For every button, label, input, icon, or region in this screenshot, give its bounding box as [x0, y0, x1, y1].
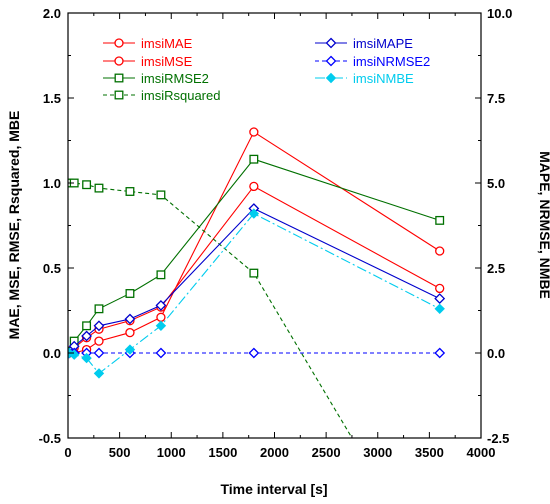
data-point-imsiRMSE2-5	[156, 270, 166, 280]
data-point-imsiRsquared-4	[125, 187, 135, 196]
data-point-imsiNRMSE2-5	[155, 347, 167, 359]
x-tick-label-3: 1500	[208, 445, 237, 460]
data-point-imsiRsquared-3	[94, 183, 104, 193]
y-left-tick-label-5: 2.0	[43, 6, 61, 21]
legend-marker-imsiMAPE	[325, 37, 337, 49]
data-point-imsiNRMSE2-7	[434, 347, 446, 359]
legend-label-imsiRMSE2: imsiRMSE2	[141, 71, 209, 86]
legend-marker-imsiRMSE2	[114, 73, 124, 83]
y-left-tick-label-4: 1.5	[43, 91, 61, 106]
legend-entry-imsiRsquared: imsiRsquared	[103, 88, 220, 103]
data-point-imsiNMBE-6	[248, 208, 260, 219]
y-axis-title-right: MAPE, NRMSE, NMBE	[537, 151, 550, 299]
plot-area	[68, 127, 446, 438]
legend-label-imsiMSE: imsiMSE	[141, 54, 193, 69]
data-point-imsiMAPE-5	[155, 299, 167, 311]
data-point-imsiRMSE2-7	[435, 215, 445, 225]
data-point-imsiNRMSE2-3	[93, 347, 105, 359]
legend-label-imsiNMBE: imsiNMBE	[353, 71, 414, 86]
data-point-imsiNMBE-5	[155, 320, 167, 332]
plot-frame	[67, 12, 482, 439]
legend-entry-imsiMSE: imsiMSE	[103, 54, 193, 69]
data-point-imsiRMSE2-4	[125, 289, 135, 298]
y-right-tick-label-1: 0.0	[487, 346, 505, 361]
data-point-imsiMAPE-7	[434, 293, 446, 305]
x-axis-title: Time interval [s]	[220, 481, 327, 497]
y-left-tick-label-0: -0.5	[39, 431, 61, 446]
data-point-imsiNRMSE2-6	[248, 347, 260, 359]
data-point-imsiRsquared-2	[82, 180, 92, 190]
series-line-imsiRsquared	[69, 182, 353, 438]
data-point-imsiMSE-3	[94, 336, 104, 346]
data-point-imsiRMSE2-2	[82, 321, 92, 331]
data-point-imsiNMBE-7	[434, 303, 445, 315]
data-point-imsiMSE-7	[435, 246, 445, 256]
data-point-imsiRMSE2-3	[94, 304, 104, 314]
legend-marker-imsiMSE	[114, 56, 124, 66]
y-right-tick-label-3: 5.0	[487, 176, 505, 191]
x-tick-label-8: 4000	[467, 445, 496, 460]
data-point-imsiRMSE2-6	[249, 154, 259, 164]
data-point-imsiNMBE-3	[93, 368, 105, 379]
legend-entry-imsiMAPE: imsiMAPE	[315, 36, 413, 51]
data-point-imsiMAPE-4	[124, 313, 136, 325]
y-right-tick-label-2: 2.5	[487, 261, 505, 276]
y-right-tick-label-0: -2.5	[487, 431, 509, 446]
axes: 0 500 1000 1500 2000 2500 3000 3500 4000 -0.5 0.0 0…	[39, 6, 513, 460]
data-point-imsiMSE-5	[156, 312, 166, 322]
data-point-imsiRsquared-5	[156, 190, 166, 200]
x-tick-label-2: 1000	[157, 445, 186, 460]
series-imsiNMBE	[68, 208, 445, 379]
y-right-tick-label-5: 10.0	[487, 6, 512, 21]
x-tick-label-5: 2500	[312, 445, 341, 460]
series-line-imsiMAPE	[68, 207, 440, 354]
x-tick-label-0: 0	[64, 445, 71, 460]
legend-entry-imsiRMSE2: imsiRMSE2	[103, 71, 209, 86]
y-axis-title-left: MAE, MSE, RMSE, Rsquared, MBE	[6, 111, 22, 340]
x-tick-label-4: 2000	[260, 445, 289, 460]
series-imsiNRMSE2	[68, 347, 446, 359]
y-left-tick-label-2: 0.5	[43, 261, 61, 276]
legend-marker-imsiMAE	[114, 38, 124, 48]
data-point-imsiNMBE-2	[81, 352, 92, 364]
legend-label-imsiRsquared: imsiRsquared	[141, 88, 220, 103]
legend-entry-imsiNMBE: imsiNMBE	[315, 71, 414, 86]
x-tick-label-6: 3000	[363, 445, 392, 460]
legend: imsiMAE imsiMSE imsiRMSE2 imsiRsquared imsiM…	[103, 36, 430, 103]
y-left-tick-label-3: 1.0	[43, 176, 61, 191]
data-point-imsiMSE-4	[125, 327, 135, 338]
data-point-imsiMAPE-2	[81, 330, 93, 342]
legend-label-imsiMAPE: imsiMAPE	[353, 36, 413, 51]
data-point-imsiMAPE-3	[93, 320, 105, 332]
legend-label-imsiMAE: imsiMAE	[141, 36, 193, 51]
data-point-imsiNMBE-4	[124, 344, 136, 355]
data-point-imsiRsquared-6	[249, 268, 259, 278]
legend-label-imsiNRMSE2: imsiNRMSE2	[353, 54, 430, 69]
legend-marker-imsiNMBE	[325, 72, 337, 84]
y-right-tick-label-4: 7.5	[487, 91, 505, 106]
legend-entry-imsiNRMSE2: imsiNRMSE2	[315, 54, 430, 69]
legend-marker-imsiRsquared	[114, 90, 124, 100]
y-left-tick-label-1: 0.0	[43, 346, 61, 361]
data-point-imsiMAE-7	[435, 283, 445, 294]
data-point-imsiMSE-6	[249, 127, 259, 137]
legend-entry-imsiMAE: imsiMAE	[103, 36, 193, 51]
x-tick-label-1: 500	[109, 445, 131, 460]
x-tick-label-7: 3500	[415, 445, 444, 460]
legend-marker-imsiNRMSE2	[325, 55, 337, 67]
data-point-imsiMAE-6	[249, 181, 259, 192]
